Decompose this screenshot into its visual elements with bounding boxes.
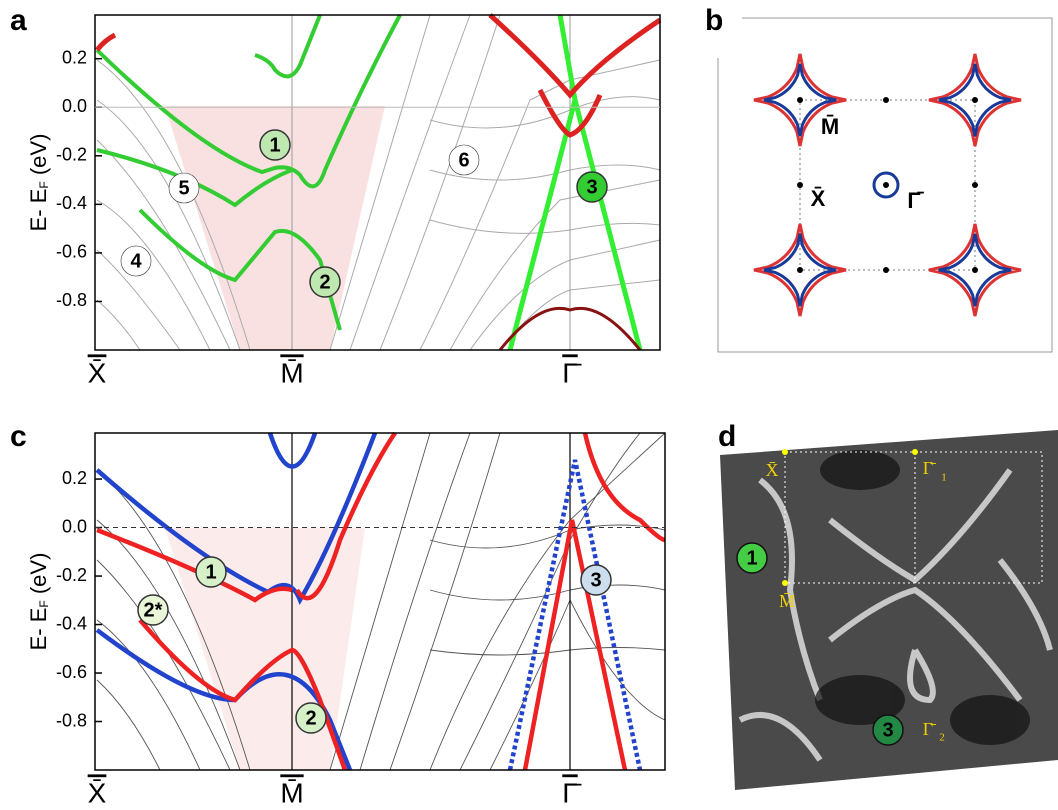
annotation: 4 bbox=[130, 250, 142, 272]
y-tick-label: -0.2 bbox=[56, 565, 87, 585]
k-point bbox=[972, 267, 978, 273]
image-label: X̄ bbox=[766, 460, 779, 480]
annotation-circle bbox=[736, 542, 768, 574]
k-point bbox=[797, 267, 803, 273]
k-point-label: M̄ bbox=[821, 114, 839, 139]
y-tick-label: -0.8 bbox=[56, 290, 87, 310]
panel-letter: c bbox=[10, 420, 27, 453]
annotation: 6 bbox=[458, 149, 469, 171]
blue-contour bbox=[763, 63, 837, 137]
y-axis-label-part: F bbox=[37, 181, 51, 188]
red-contour bbox=[753, 223, 847, 317]
y-axis-label-part: E- E bbox=[26, 189, 51, 232]
annotation: 2* bbox=[144, 599, 163, 621]
image-label: 2 bbox=[939, 732, 945, 744]
y-axis-label-part: (eV) bbox=[26, 553, 51, 601]
annotation: 5 bbox=[178, 177, 189, 199]
red-contour bbox=[928, 53, 1022, 147]
blue-contour bbox=[763, 233, 837, 307]
annotation-circle bbox=[168, 172, 200, 204]
annotation: 3 bbox=[882, 719, 893, 741]
annotation: 1 bbox=[746, 547, 757, 569]
y-tick-label: -0.6 bbox=[56, 242, 87, 262]
image-label: Γ̄ bbox=[923, 719, 936, 739]
y-axis-label: E- EF (eV) bbox=[26, 553, 51, 651]
k-point-label: X̄ bbox=[88, 777, 107, 805]
red-contour bbox=[753, 53, 847, 147]
panel-b bbox=[717, 17, 1053, 353]
annotation-circle bbox=[309, 266, 341, 298]
annotation: 1 bbox=[269, 134, 280, 156]
y-tick-label: -0.4 bbox=[56, 193, 87, 213]
y-tick-label: 0.0 bbox=[62, 96, 87, 116]
annotation-circle bbox=[295, 702, 327, 734]
blue-contour bbox=[938, 233, 1012, 307]
plot-frame bbox=[94, 14, 661, 351]
k-point bbox=[797, 97, 803, 103]
annotation-circle bbox=[872, 714, 904, 746]
panel-letter: a bbox=[10, 4, 27, 37]
annotation-circle bbox=[576, 171, 608, 203]
k-point-label: Γ̄ bbox=[562, 357, 581, 388]
y-tick-label: -0.8 bbox=[56, 710, 87, 730]
y-axis-label-part: E- E bbox=[26, 608, 51, 651]
y-tick-label: -0.2 bbox=[56, 145, 87, 165]
red-contour bbox=[928, 223, 1022, 317]
image-label: Γ̄ bbox=[923, 458, 936, 478]
image-label: M̄ bbox=[779, 591, 795, 611]
k-point-label: Γ̄ bbox=[907, 188, 924, 213]
annotation: 1 bbox=[205, 561, 216, 583]
image-label: 1 bbox=[941, 472, 947, 484]
annotation-circle bbox=[259, 129, 291, 161]
y-tick-label: 0.0 bbox=[62, 516, 87, 536]
annotation-circle bbox=[120, 245, 152, 277]
k-point-label: Γ̄ bbox=[562, 777, 581, 805]
k-point bbox=[972, 97, 978, 103]
panel-letter: b bbox=[705, 4, 723, 37]
y-tick-label: -0.6 bbox=[56, 662, 87, 682]
plot-frame bbox=[94, 432, 666, 771]
panel-d-image bbox=[720, 430, 1058, 790]
panel-c-bands bbox=[95, 431, 666, 771]
annotation: 3 bbox=[586, 176, 597, 198]
annotation: 3 bbox=[590, 569, 601, 591]
annotation: 2 bbox=[305, 707, 316, 729]
annotation-circle bbox=[448, 144, 480, 176]
k-point-label: X̄ bbox=[88, 357, 107, 388]
k-point-label: M̄ bbox=[280, 357, 303, 388]
y-axis-label-part: (eV) bbox=[26, 134, 51, 182]
blue-contour bbox=[938, 63, 1012, 137]
y-axis-label-part: F bbox=[37, 600, 51, 607]
y-tick-label: 0.2 bbox=[62, 468, 87, 488]
k-point-label: X̄ bbox=[811, 186, 826, 211]
y-tick-label: -0.4 bbox=[56, 613, 87, 633]
y-tick-label: 0.2 bbox=[62, 47, 87, 67]
y-axis-label: E- EF (eV) bbox=[26, 134, 51, 232]
annotation-circle bbox=[580, 564, 612, 596]
annotation-circle bbox=[195, 556, 227, 588]
annotation-circle bbox=[137, 594, 169, 626]
panel-letter: d bbox=[718, 420, 736, 453]
annotation: 2 bbox=[319, 271, 330, 293]
k-point-label: M̄ bbox=[280, 777, 303, 805]
